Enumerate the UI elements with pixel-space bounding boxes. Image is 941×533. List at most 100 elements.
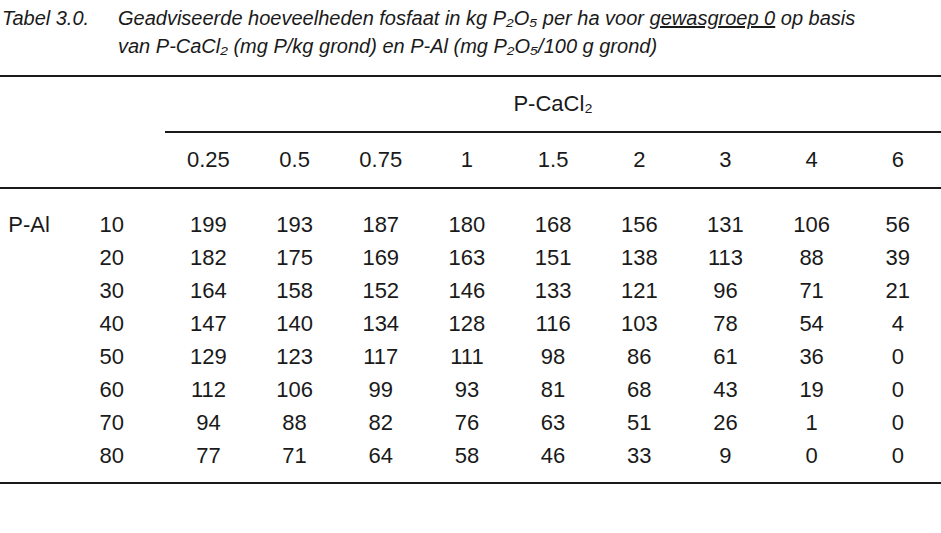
table-cell: 0 bbox=[855, 340, 941, 373]
column-header-row: 0.250.50.7511.52346 bbox=[0, 132, 941, 188]
row-group-spacer bbox=[0, 307, 58, 340]
table-cell: 51 bbox=[596, 406, 682, 439]
table-cell: 1 bbox=[769, 406, 855, 439]
table-caption-label: Tabel 3.0. bbox=[2, 4, 118, 32]
column-group-header-row: P-CaCl₂ bbox=[0, 76, 941, 132]
table-cell: 78 bbox=[682, 307, 768, 340]
table-cell: 152 bbox=[338, 274, 424, 307]
advice-table: P-CaCl₂ 0.250.50.7511.52346 P-Al10199193… bbox=[0, 75, 941, 472]
caption-line1-after: op basis bbox=[775, 7, 855, 29]
column-header: 0.75 bbox=[338, 132, 424, 188]
table-caption-text: Geadviseerde hoeveelheden fosfaat in kg … bbox=[118, 4, 855, 60]
table-row: 201821751691631511381138839 bbox=[0, 241, 941, 274]
table-cell: 140 bbox=[252, 307, 338, 340]
table-cell: 56 bbox=[855, 188, 941, 241]
table-cell: 36 bbox=[769, 340, 855, 373]
table-row: 601121069993816843190 bbox=[0, 373, 941, 406]
column-header: 0.25 bbox=[165, 132, 251, 188]
table-cell: 129 bbox=[165, 340, 251, 373]
table-bottom-rule bbox=[0, 482, 941, 484]
table-cell: 4 bbox=[855, 307, 941, 340]
table-cell: 133 bbox=[510, 274, 596, 307]
table-cell: 63 bbox=[510, 406, 596, 439]
table-cell: 88 bbox=[769, 241, 855, 274]
table-cell: 19 bbox=[769, 373, 855, 406]
table-cell: 131 bbox=[682, 188, 768, 241]
row-label: 40 bbox=[58, 307, 165, 340]
row-group-spacer bbox=[0, 241, 58, 274]
table-cell: 151 bbox=[510, 241, 596, 274]
table-cell: 9 bbox=[682, 439, 768, 472]
table-cell: 88 bbox=[252, 406, 338, 439]
column-header: 0.5 bbox=[252, 132, 338, 188]
table-cell: 71 bbox=[252, 439, 338, 472]
header-spacer-cell bbox=[0, 132, 165, 188]
table-cell: 134 bbox=[338, 307, 424, 340]
table-cell: 76 bbox=[424, 406, 510, 439]
column-header: 1 bbox=[424, 132, 510, 188]
table-cell: 26 bbox=[682, 406, 768, 439]
table-cell: 0 bbox=[855, 439, 941, 472]
table-cell: 106 bbox=[252, 373, 338, 406]
table-row: 709488827663512610 bbox=[0, 406, 941, 439]
table-row: 4014714013412811610378544 bbox=[0, 307, 941, 340]
table-cell: 121 bbox=[596, 274, 682, 307]
table-cell: 82 bbox=[338, 406, 424, 439]
table-cell: 180 bbox=[424, 188, 510, 241]
table-cell: 128 bbox=[424, 307, 510, 340]
column-header: 3 bbox=[682, 132, 768, 188]
caption-underlined-term: gewasgroep 0 bbox=[650, 7, 776, 29]
table-cell: 163 bbox=[424, 241, 510, 274]
row-group-spacer bbox=[0, 439, 58, 472]
table-cell: 103 bbox=[596, 307, 682, 340]
document-page: { "page": { "background_color": "#ffffff… bbox=[0, 0, 941, 533]
row-label: 30 bbox=[58, 274, 165, 307]
caption-line-2: van P-CaCl₂ (mg P/kg grond) en P-Al (mg … bbox=[118, 32, 855, 60]
row-group-header: P-Al bbox=[0, 188, 58, 241]
table-cell: 93 bbox=[424, 373, 510, 406]
table-cell: 199 bbox=[165, 188, 251, 241]
table-cell: 94 bbox=[165, 406, 251, 439]
table-cell: 96 bbox=[682, 274, 768, 307]
table-cell: 54 bbox=[769, 307, 855, 340]
table-row: 50129123117111988661360 bbox=[0, 340, 941, 373]
table-cell: 58 bbox=[424, 439, 510, 472]
row-label: 20 bbox=[58, 241, 165, 274]
row-group-spacer bbox=[0, 373, 58, 406]
table-cell: 33 bbox=[596, 439, 682, 472]
column-header: 2 bbox=[596, 132, 682, 188]
row-label: 10 bbox=[58, 188, 165, 241]
table-cell: 68 bbox=[596, 373, 682, 406]
table-cell: 71 bbox=[769, 274, 855, 307]
table-cell: 77 bbox=[165, 439, 251, 472]
table-row: 80777164584633900 bbox=[0, 439, 941, 472]
table-cell: 117 bbox=[338, 340, 424, 373]
table-caption: Tabel 3.0. Geadviseerde hoeveelheden fos… bbox=[0, 0, 941, 60]
table-cell: 86 bbox=[596, 340, 682, 373]
table-cell: 158 bbox=[252, 274, 338, 307]
table-cell: 61 bbox=[682, 340, 768, 373]
table-cell: 111 bbox=[424, 340, 510, 373]
table-cell: 147 bbox=[165, 307, 251, 340]
table-cell: 116 bbox=[510, 307, 596, 340]
row-label: 70 bbox=[58, 406, 165, 439]
row-group-spacer bbox=[0, 406, 58, 439]
column-header: 4 bbox=[769, 132, 855, 188]
table-cell: 21 bbox=[855, 274, 941, 307]
table-cell: 182 bbox=[165, 241, 251, 274]
table-cell: 175 bbox=[252, 241, 338, 274]
table-cell: 99 bbox=[338, 373, 424, 406]
row-group-spacer bbox=[0, 274, 58, 307]
table-cell: 112 bbox=[165, 373, 251, 406]
column-header: 1.5 bbox=[510, 132, 596, 188]
table-cell: 113 bbox=[682, 241, 768, 274]
table-cell: 164 bbox=[165, 274, 251, 307]
table-cell: 39 bbox=[855, 241, 941, 274]
caption-line1-before: Geadviseerde hoeveelheden fosfaat in kg … bbox=[118, 7, 650, 29]
table-cell: 98 bbox=[510, 340, 596, 373]
table-cell: 168 bbox=[510, 188, 596, 241]
row-group-spacer bbox=[0, 340, 58, 373]
caption-line-1: Geadviseerde hoeveelheden fosfaat in kg … bbox=[118, 4, 855, 32]
row-label: 60 bbox=[58, 373, 165, 406]
table-cell: 0 bbox=[769, 439, 855, 472]
